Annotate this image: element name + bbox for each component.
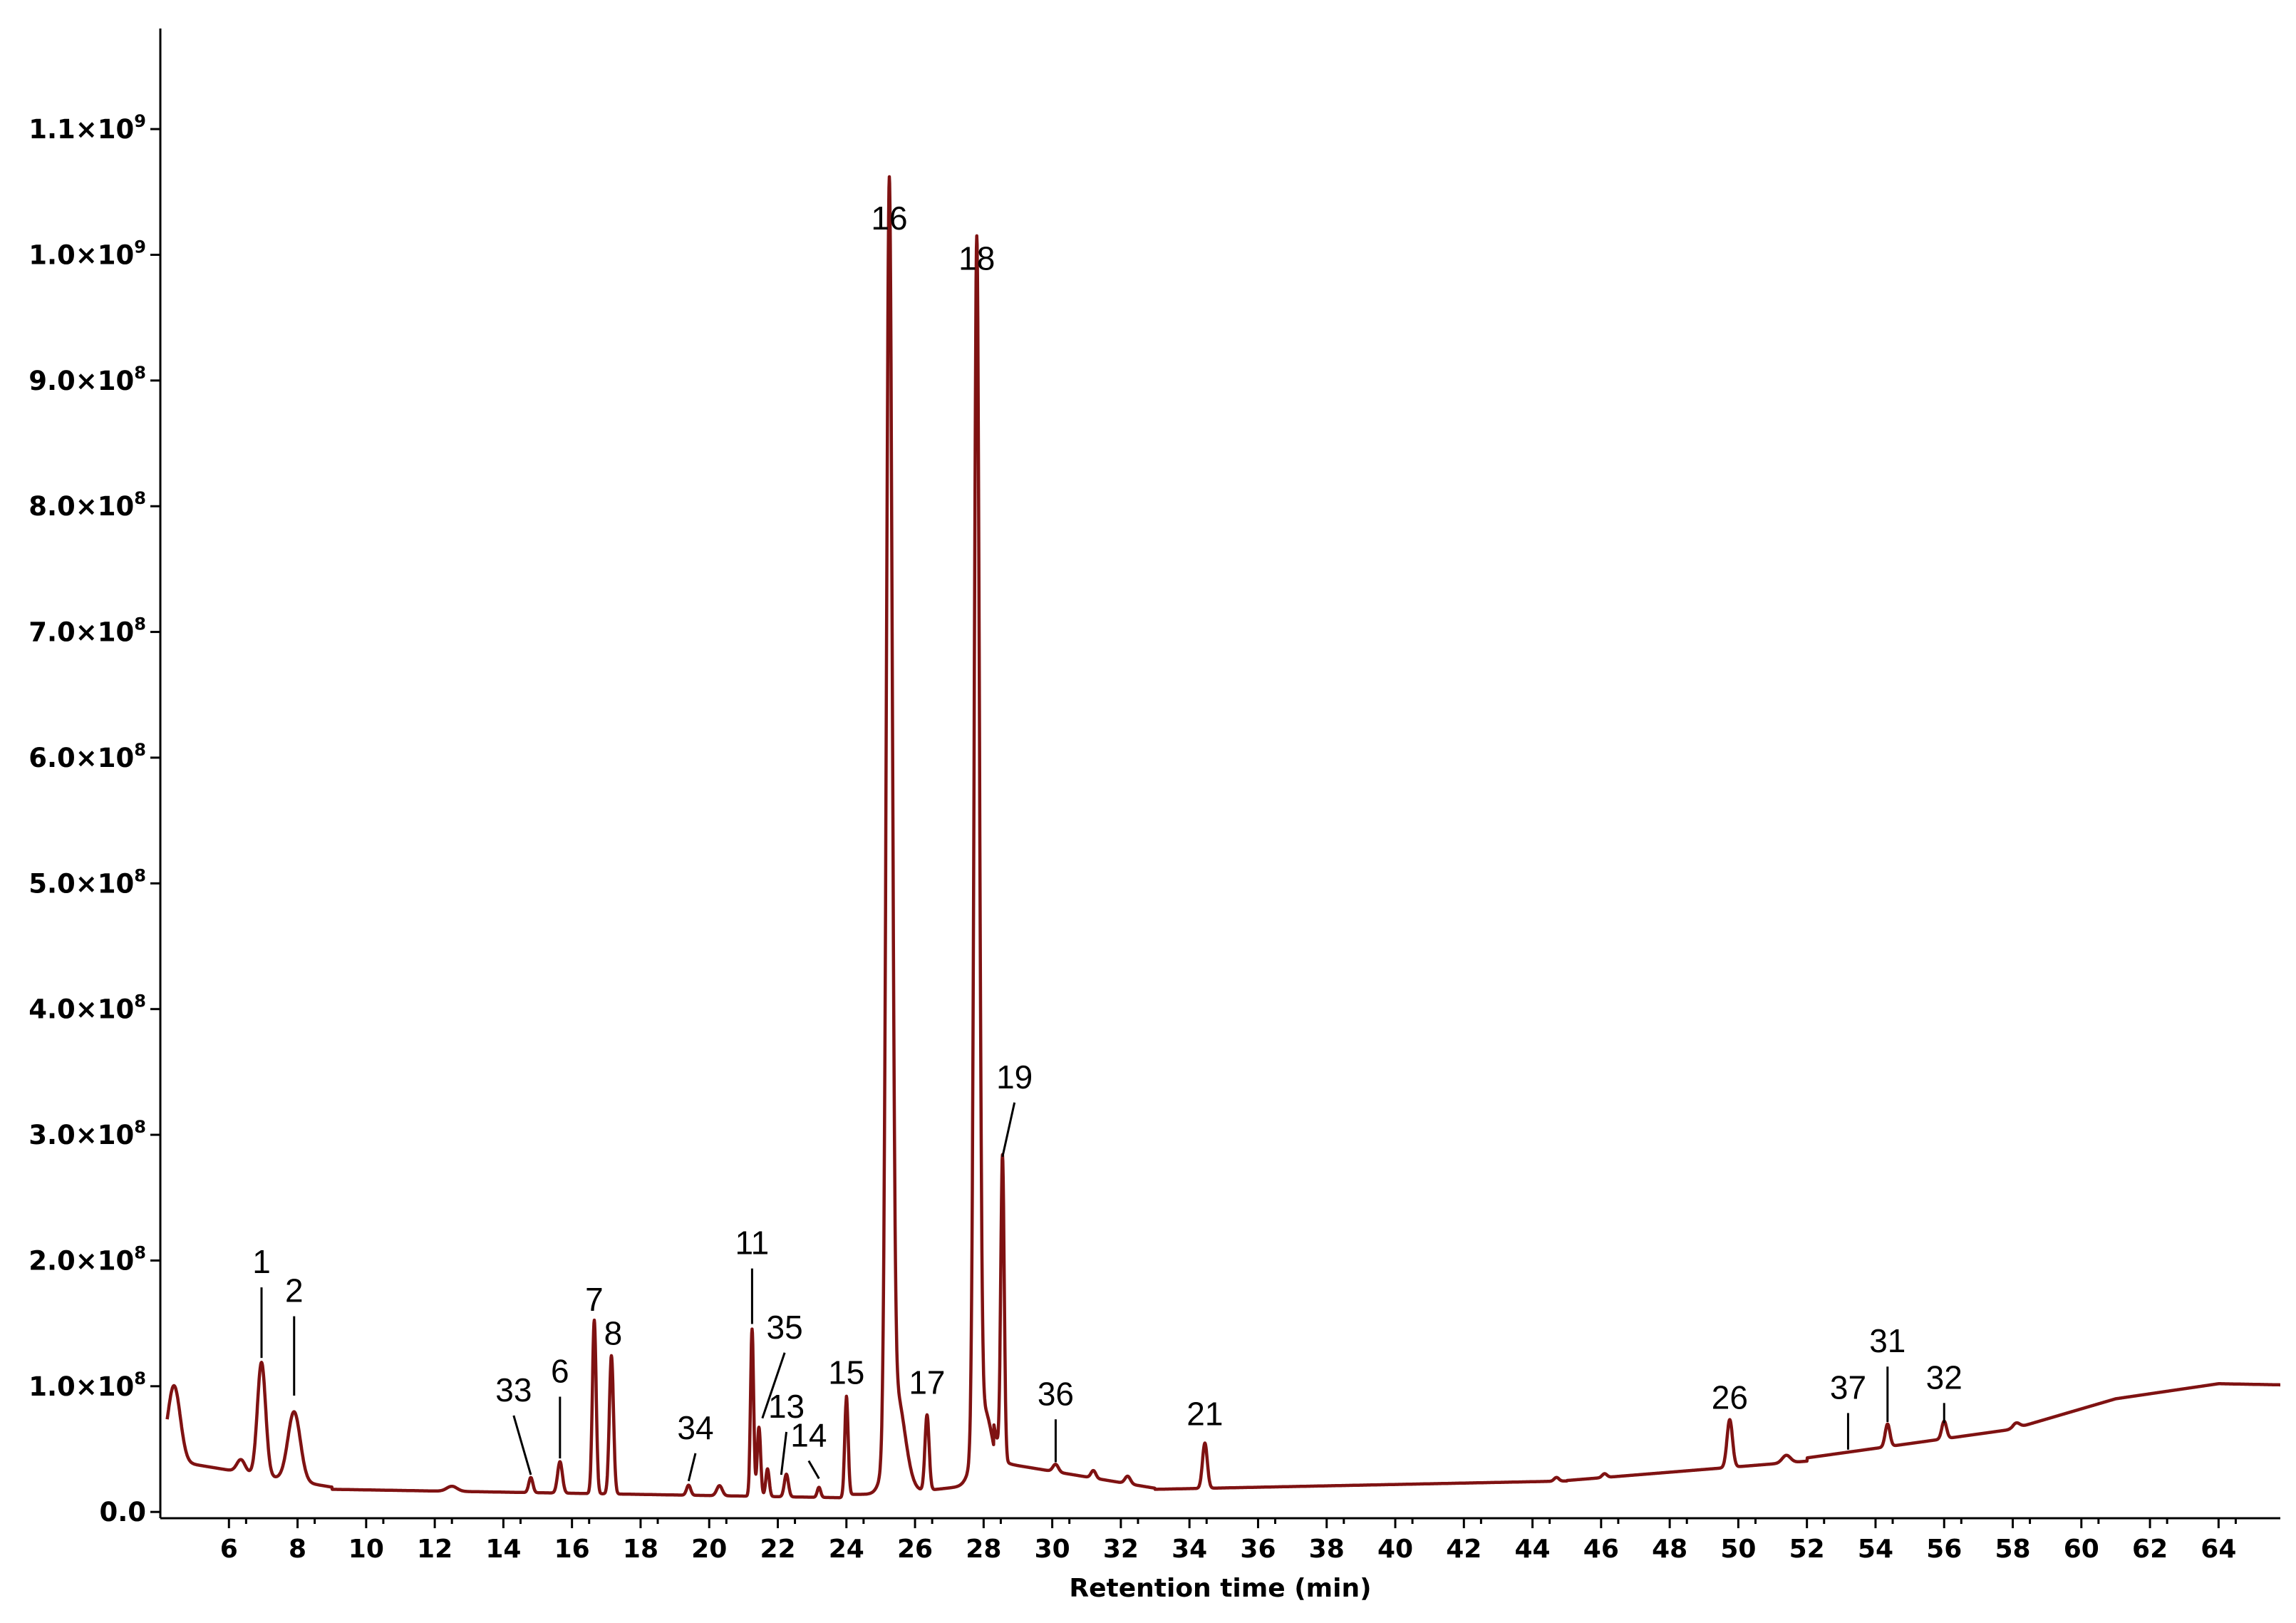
y-tick-label: 7.0×108 [29,614,146,648]
x-tick-label: 20 [691,1535,727,1564]
y-tick-label: 6.0×108 [29,740,146,773]
peak-label: 11 [735,1225,770,1262]
x-tick-label: 18 [623,1535,658,1564]
x-tick-label: 12 [417,1535,453,1564]
x-axis-ticks: 6 8 10 12 14 16 18 20 22 24 26 28 30 32 34 36 38 40 42 44 46… [220,1518,2237,1564]
x-tick-label: 22 [760,1535,795,1564]
y-tick-label: 8.0×108 [29,488,146,522]
peak-label: 36 [1038,1375,1074,1412]
peak-label: 26 [1712,1379,1748,1416]
peak-label: 37 [1830,1369,1866,1406]
peak-label: 13 [768,1388,805,1425]
peak-label: 17 [909,1364,945,1401]
y-tick-label: 1.0×109 [29,237,146,270]
peak-label: 7 [585,1281,604,1318]
x-tick-label: 54 [1858,1535,1893,1564]
x-tick-label: 38 [1309,1535,1345,1564]
x-tick-label: 16 [554,1535,590,1564]
peak-label: 2 [285,1272,304,1309]
x-tick-label: 46 [1583,1535,1619,1564]
peak-label: 6 [551,1353,569,1390]
x-tick-label: 6 [220,1535,238,1564]
y-tick-label: 1.1×109 [29,111,146,145]
x-tick-label: 42 [1446,1535,1481,1564]
chromatogram-trace [165,175,2282,1500]
peak-label: 1 [252,1243,271,1280]
x-tick-label: 56 [1926,1535,1962,1564]
x-tick-label: 10 [348,1535,384,1564]
y-tick-label: 0.0 [99,1497,146,1527]
peak-label: 19 [996,1058,1033,1096]
peak-leader-line [1001,1102,1016,1158]
y-axis-ticks: 0.0 1.0×108 2.0×108 3.0×108 4.0×108 5.0×108 6.… [29,111,160,1527]
x-tick-label: 44 [1515,1535,1551,1564]
peak-label: 32 [1926,1359,1963,1396]
x-tick-label: 64 [2201,1535,2236,1564]
y-tick-label: 3.0×108 [29,1117,146,1150]
y-tick-label: 5.0×108 [29,865,146,899]
x-tick-label: 28 [966,1535,1001,1564]
x-tick-label: 60 [2064,1535,2099,1564]
y-tick-label: 9.0×108 [29,363,146,396]
x-tick-label: 62 [2132,1535,2168,1564]
x-tick-label: 30 [1035,1535,1070,1564]
x-tick-label: 24 [829,1535,864,1564]
peak-label: 8 [604,1315,623,1352]
x-tick-label: 58 [1995,1535,2030,1564]
x-tick-label: 32 [1103,1535,1139,1564]
peak-label: 14 [790,1416,827,1453]
peak-label: 16 [871,200,907,237]
x-tick-label: 14 [485,1535,521,1564]
y-tick-label: 4.0×108 [29,991,146,1025]
peak-leader-line [761,1352,786,1419]
y-tick-label: 1.0×108 [29,1369,146,1402]
x-tick-label: 50 [1720,1535,1756,1564]
peak-leader-line [780,1431,788,1475]
peak-label: 21 [1186,1395,1223,1432]
peak-leader-line [807,1460,820,1480]
x-tick-label: 40 [1377,1535,1413,1564]
peak-label: 31 [1869,1322,1905,1359]
x-tick-label: 8 [289,1535,306,1564]
y-tick-label: 2.0×108 [29,1242,146,1276]
peak-label: 15 [828,1354,864,1391]
x-axis-label: Retention time (min) [1069,1574,1371,1603]
x-tick-label: 52 [1789,1535,1825,1564]
peak-label: 18 [958,240,995,277]
x-tick-label: 26 [897,1535,933,1564]
x-tick-label: 48 [1652,1535,1687,1564]
x-tick-label: 34 [1172,1535,1207,1564]
peak-leader-line [687,1453,697,1482]
peak-leader-line [512,1415,532,1475]
peak-label: 35 [767,1309,803,1346]
peak-label: 33 [495,1371,532,1408]
x-tick-label: 36 [1240,1535,1276,1564]
peak-label: 34 [677,1409,713,1446]
